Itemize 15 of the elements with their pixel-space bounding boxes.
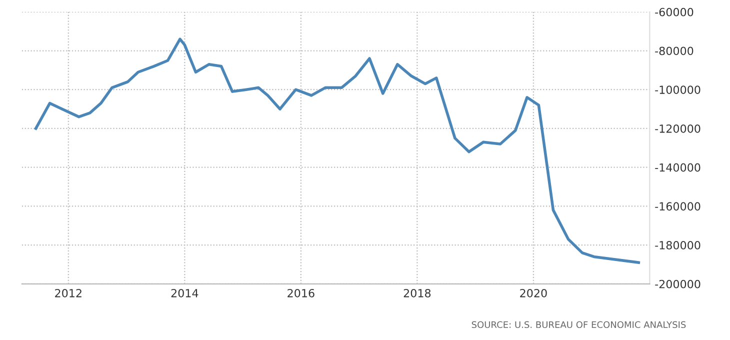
x-tick-label: 2018 [404, 288, 431, 298]
y-tick-label: -80000 [655, 46, 694, 56]
y-tick-label: -200000 [655, 280, 700, 288]
line-series [34, 38, 640, 264]
x-tick-label: 2014 [171, 288, 198, 298]
source-note: SOURCE: U.S. BUREAU OF ECONOMIC ANALYSIS [472, 321, 686, 328]
y-tick-label: -60000 [655, 8, 694, 16]
y-tick-label: -160000 [655, 202, 700, 211]
y-tick-label: -180000 [655, 241, 700, 250]
y-tick-label: -140000 [655, 163, 700, 172]
x-tick-label: 2012 [55, 288, 82, 298]
x-tick-label: 2016 [288, 288, 314, 298]
y-tick-label: -100000 [655, 86, 700, 94]
y-tick-label: -120000 [655, 124, 700, 133]
x-tick-label: 2020 [520, 288, 547, 298]
